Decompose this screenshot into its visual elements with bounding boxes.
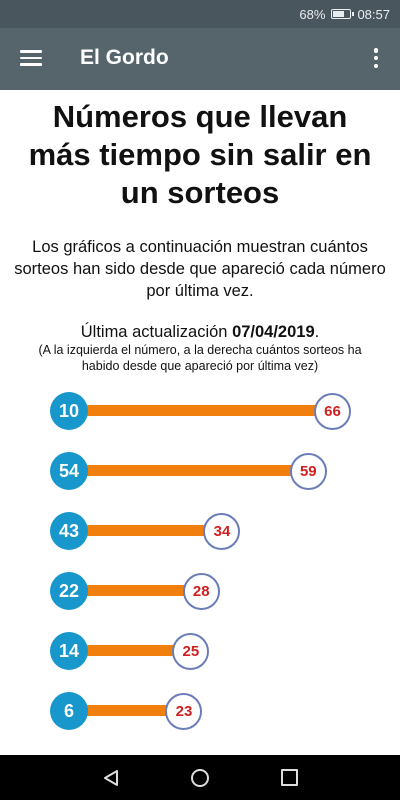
explanation-note: (A la izquierda el número, a la derecha … bbox=[38, 343, 362, 373]
number-circle: 43 bbox=[50, 512, 88, 550]
draw-count-circle: 25 bbox=[172, 633, 210, 670]
number-row: 43 34 bbox=[0, 510, 400, 570]
draw-count-bar bbox=[86, 705, 168, 716]
last-updated-suffix: . bbox=[314, 323, 320, 341]
back-triangle-icon[interactable] bbox=[103, 769, 119, 787]
navigation-bar bbox=[0, 755, 400, 800]
last-updated: Última actualización 07/04/2019. bbox=[0, 322, 400, 342]
number-circle: 54 bbox=[50, 452, 88, 490]
draw-count-bar bbox=[86, 405, 316, 416]
page-title: Números que llevan más tiempo sin salir … bbox=[28, 99, 372, 210]
number-row: 54 59 bbox=[0, 450, 400, 510]
main-content[interactable]: Números que llevan más tiempo sin salir … bbox=[0, 90, 400, 755]
draw-count-bar bbox=[86, 645, 175, 656]
number-circle: 14 bbox=[50, 632, 88, 670]
draw-count-circle: 23 bbox=[165, 693, 203, 730]
hamburger-menu-icon[interactable] bbox=[20, 50, 42, 66]
draw-count-circle: 66 bbox=[314, 393, 351, 430]
draw-count-circle: 34 bbox=[203, 513, 241, 550]
number-row: 6 23 bbox=[0, 690, 400, 750]
app-bar: El Gordo bbox=[0, 28, 400, 90]
draw-count-circle: 28 bbox=[182, 573, 220, 610]
number-circle: 22 bbox=[50, 572, 88, 610]
more-vert-icon[interactable] bbox=[370, 46, 382, 70]
app-title: El Gordo bbox=[80, 46, 169, 69]
draw-count-circle: 59 bbox=[289, 453, 327, 490]
recents-square-icon[interactable] bbox=[281, 769, 298, 786]
draw-count-bar bbox=[86, 465, 292, 476]
number-row: 10 66 bbox=[0, 390, 400, 450]
draw-count-bar bbox=[86, 525, 206, 536]
home-circle-icon[interactable] bbox=[191, 769, 209, 787]
number-row: 22 28 bbox=[0, 570, 400, 630]
number-list: 10 66 54 59 43 34 22 28 14 25 6 23 bbox=[0, 390, 400, 750]
clock: 08:57 bbox=[357, 6, 390, 22]
draw-count-bar bbox=[86, 585, 185, 596]
battery-icon bbox=[331, 9, 355, 19]
number-circle: 10 bbox=[50, 392, 88, 430]
intro-text: Los gráficos a continuación muestran cuá… bbox=[14, 238, 386, 300]
last-updated-date: 07/04/2019 bbox=[232, 323, 315, 341]
status-bar: 68% 08:57 bbox=[0, 0, 400, 28]
number-row: 14 25 bbox=[0, 630, 400, 690]
battery-percent: 68% bbox=[299, 6, 326, 22]
last-updated-label: Última actualización bbox=[80, 323, 228, 341]
number-circle: 6 bbox=[50, 692, 88, 730]
